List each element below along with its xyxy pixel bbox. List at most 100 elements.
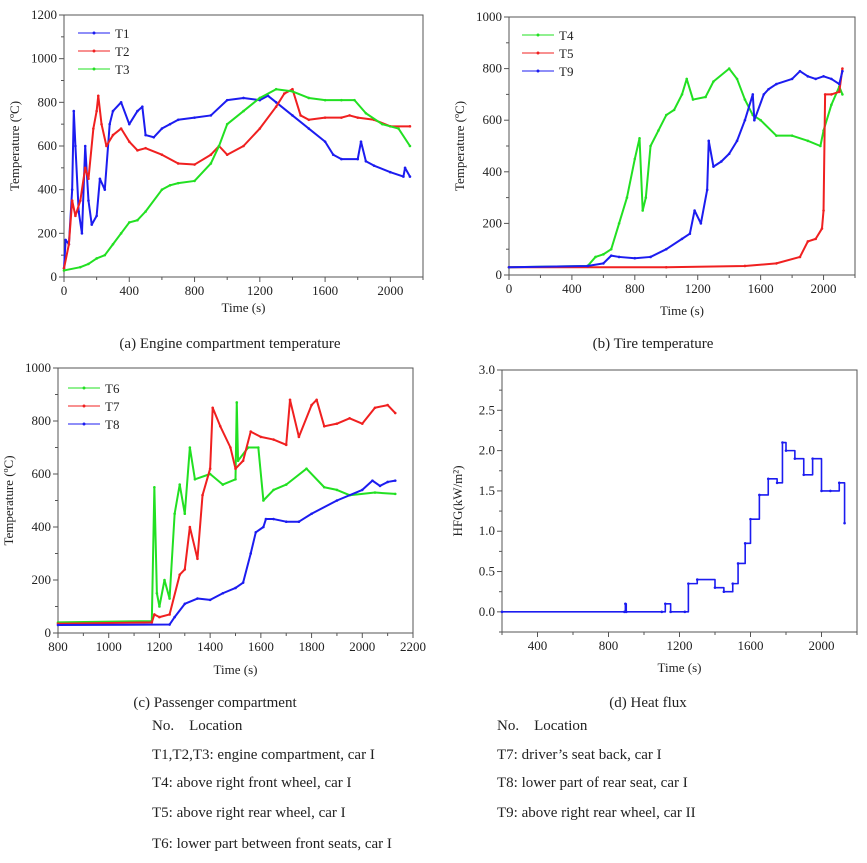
data-point (225, 122, 229, 126)
data-point (360, 488, 364, 492)
data-point (641, 209, 644, 212)
data-point (310, 403, 313, 407)
data-point (759, 118, 762, 122)
data-point (680, 237, 684, 241)
x-tick-label: 400 (562, 281, 582, 296)
y-tick-label: 2.0 (479, 443, 495, 458)
note-row: T5: above right rear wheel, car I (152, 805, 346, 821)
data-point (119, 101, 123, 104)
data-point (83, 144, 87, 148)
data-point (712, 165, 715, 168)
y-axis-label: HFG(kW/m²) (450, 465, 465, 536)
series-line (57, 401, 396, 624)
data-point (819, 144, 822, 148)
data-point (722, 590, 726, 593)
data-point (749, 517, 752, 521)
x-tick-label: 1800 (299, 639, 325, 654)
data-point (731, 582, 735, 585)
data-point (323, 116, 327, 119)
data-point (408, 125, 412, 128)
legend-marker (92, 31, 96, 35)
data-point (372, 164, 376, 167)
data-point (843, 521, 846, 525)
data-point (83, 166, 87, 170)
data-point (664, 247, 668, 251)
data-point (284, 520, 288, 523)
data-point (389, 170, 392, 174)
chart-a: 0 400 800 1200 1600 2000 0 200 400 600 800 1000 1200… (7, 7, 424, 352)
data-point (353, 98, 356, 102)
y-tick-label: 1.0 (479, 523, 495, 538)
data-point (193, 163, 196, 166)
data-point (669, 610, 672, 614)
data-point (793, 457, 797, 460)
y-tick-label: 0 (45, 625, 52, 640)
notes-right-header: No. Location (497, 718, 587, 735)
note-row: T1,T2,T3: engine compartment, car I (152, 747, 375, 763)
header-location: Location (189, 718, 243, 734)
data-point (234, 478, 237, 481)
legend-label: T8 (105, 417, 119, 432)
data-point (806, 75, 810, 78)
data-point (221, 591, 225, 595)
legend-marker (536, 51, 540, 55)
data-point (79, 265, 82, 269)
data-point (743, 98, 747, 101)
legend-marker (92, 49, 96, 53)
data-point (183, 568, 187, 571)
data-point (119, 127, 123, 130)
data-point (160, 153, 164, 157)
legend-label: T2 (115, 44, 129, 59)
y-tick-label: 0 (496, 267, 503, 282)
y-tick-label: 1200 (31, 7, 57, 22)
x-tick-label: 400 (528, 638, 548, 653)
legend-label: T5 (559, 46, 573, 61)
data-point (158, 605, 161, 608)
data-point (829, 489, 832, 493)
series-line (57, 479, 396, 627)
data-point (193, 179, 196, 183)
series-T4 (507, 67, 844, 269)
data-point (168, 122, 172, 126)
y-tick-label: 1000 (25, 360, 51, 375)
y-tick-label: 1.5 (479, 483, 495, 498)
y-tick-label: 600 (483, 112, 503, 127)
note-row: T9: above right rear wheel, car II (497, 805, 696, 821)
series-hfg (500, 441, 846, 614)
data-point (299, 114, 302, 117)
x-tick-label: 2000 (349, 639, 375, 654)
data-point (408, 175, 412, 178)
data-point (657, 129, 660, 132)
data-point (229, 446, 232, 449)
data-point (307, 96, 311, 100)
data-point (386, 403, 389, 407)
data-point (373, 406, 377, 410)
data-point (168, 184, 172, 187)
data-point (806, 139, 810, 143)
y-tick-label: 0.5 (479, 564, 495, 579)
legend-marker (82, 422, 86, 426)
data-point (403, 166, 407, 170)
data-point (687, 582, 690, 585)
data-point (762, 93, 766, 96)
y-tick-label: 0 (51, 269, 58, 284)
data-point (262, 499, 265, 502)
data-point (680, 93, 684, 96)
series-T3 (62, 87, 412, 272)
plot-frame (501, 369, 858, 633)
x-tick-label: 800 (625, 281, 645, 296)
data-point (393, 492, 397, 496)
data-point (95, 109, 98, 113)
data-point (837, 481, 841, 485)
data-point (144, 133, 147, 137)
data-point (743, 264, 747, 268)
series-T2 (62, 87, 412, 270)
data-point (144, 210, 147, 213)
data-point (153, 613, 156, 616)
x-axis-label: Time (s) (214, 662, 258, 677)
data-point (649, 144, 652, 148)
data-point (168, 597, 171, 600)
data-point (111, 109, 115, 113)
